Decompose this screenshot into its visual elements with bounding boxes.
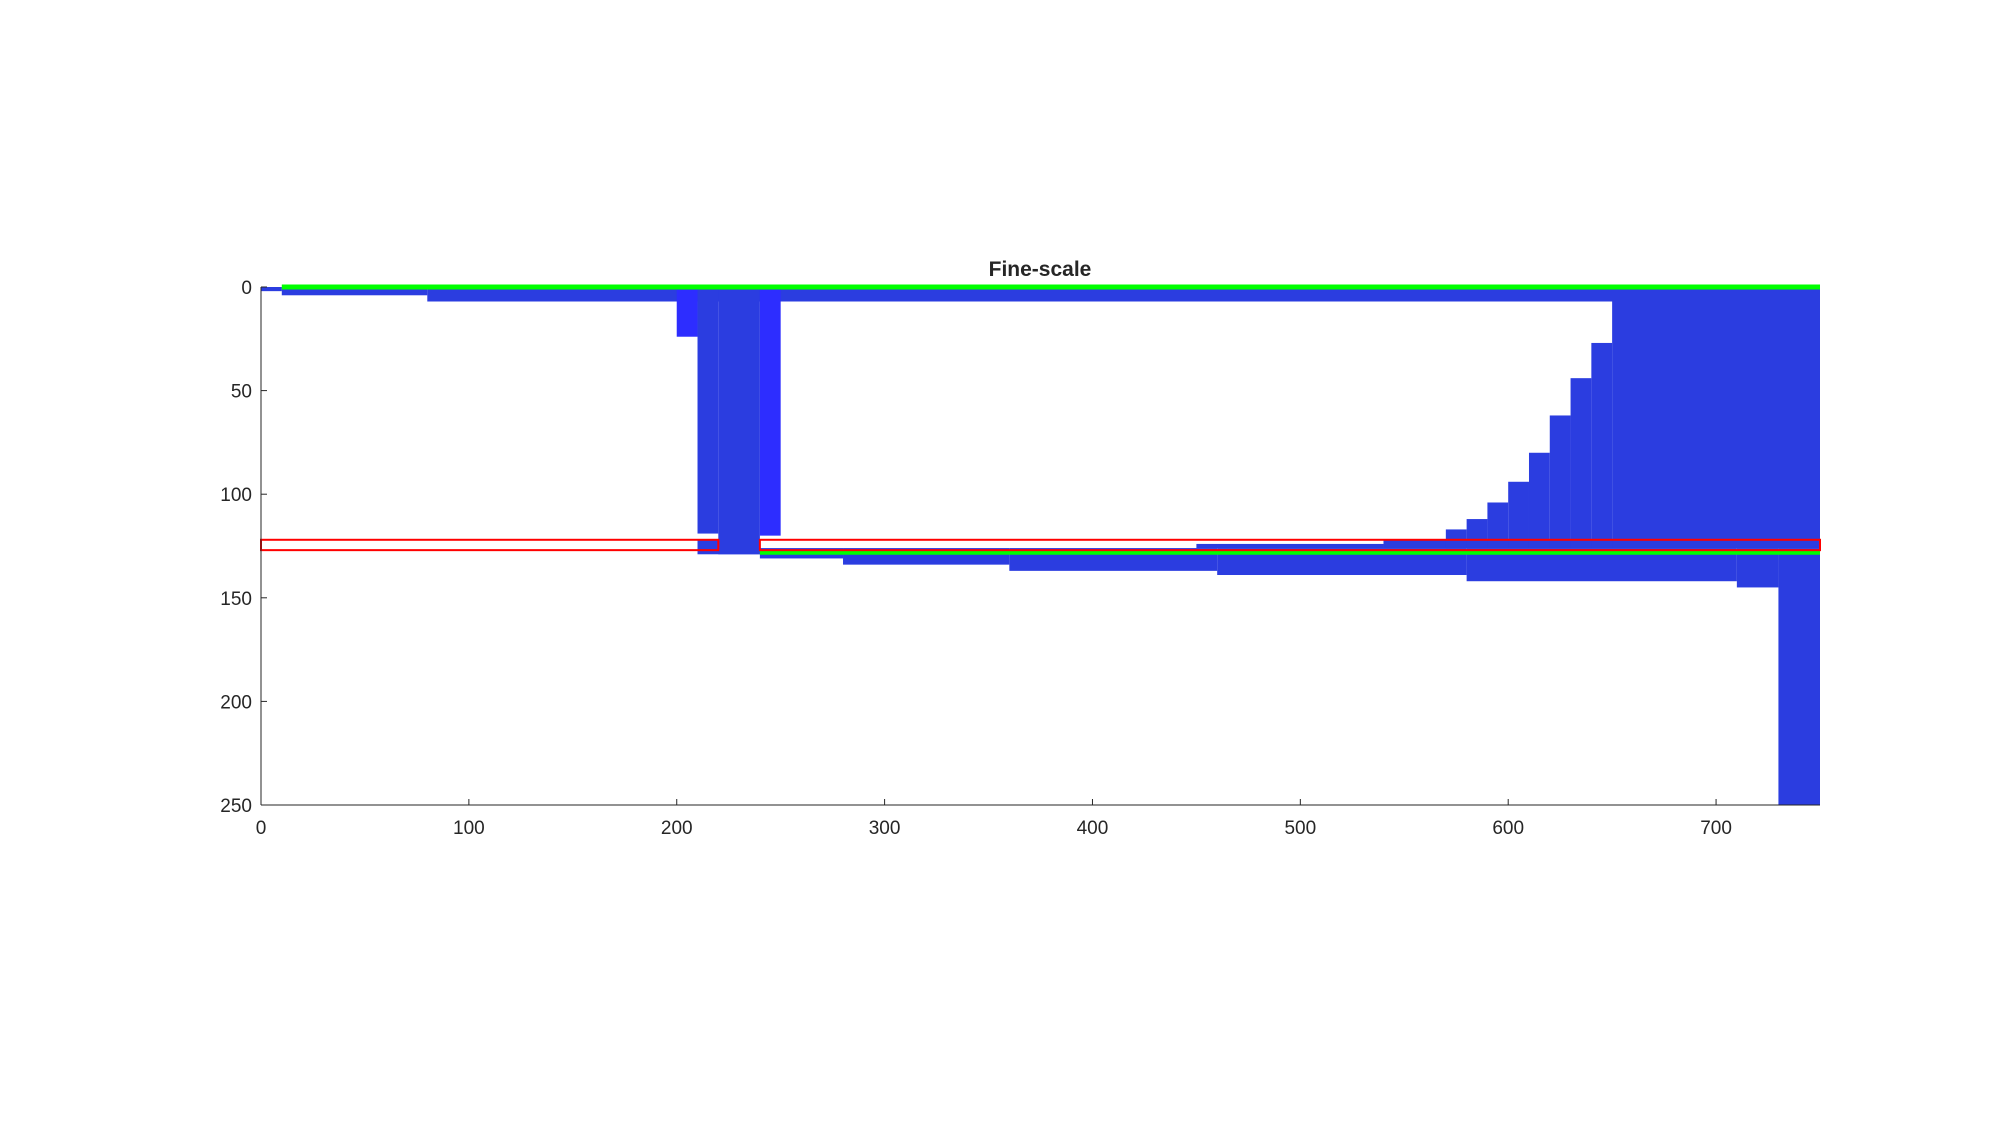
x-tick-label: 300 bbox=[869, 818, 901, 839]
fill-region bbox=[1508, 481, 1529, 549]
x-tick-label: 0 bbox=[256, 818, 267, 839]
y-tick-label: 0 bbox=[241, 278, 252, 299]
y-tick-label: 150 bbox=[220, 589, 252, 610]
fill-region bbox=[1612, 301, 1820, 549]
y-tick-label: 200 bbox=[220, 692, 252, 713]
red-box bbox=[758, 538, 1821, 552]
fill-region bbox=[1549, 415, 1571, 549]
fill-region bbox=[1528, 452, 1550, 549]
red-box bbox=[260, 538, 720, 552]
fill-region bbox=[1778, 548, 1820, 805]
fill-region bbox=[697, 287, 719, 534]
fill-region bbox=[1445, 529, 1467, 549]
x-tick-label: 500 bbox=[1284, 818, 1316, 839]
fill-region bbox=[1487, 502, 1509, 549]
x-axis-ticks: 0 100 200 300 400 500 600 700 bbox=[256, 799, 1732, 839]
y-tick-label: 50 bbox=[231, 382, 252, 403]
fill-region bbox=[1466, 519, 1488, 549]
y-tick-label: 250 bbox=[220, 796, 252, 817]
x-tick-label: 200 bbox=[661, 818, 693, 839]
regions-layer bbox=[261, 287, 1820, 805]
plot-area bbox=[260, 284, 1821, 805]
fill-region bbox=[676, 287, 698, 337]
x-tick-label: 700 bbox=[1700, 818, 1732, 839]
fill-region bbox=[1570, 378, 1592, 549]
fill-region bbox=[718, 287, 760, 555]
fill-region bbox=[1196, 543, 1384, 549]
fill-region bbox=[261, 287, 282, 292]
axes bbox=[260, 287, 1820, 806]
x-tick-label: 100 bbox=[453, 818, 485, 839]
chart-title: Fine-scale bbox=[989, 258, 1092, 281]
fill-region bbox=[281, 287, 428, 296]
y-axis-ticks: 0 50 100 150 200 250 bbox=[220, 278, 267, 817]
y-tick-label: 100 bbox=[220, 485, 252, 506]
fill-region bbox=[1591, 342, 1613, 549]
x-tick-label: 400 bbox=[1077, 818, 1109, 839]
green-lines-layer bbox=[281, 284, 1820, 555]
fill-region bbox=[759, 287, 781, 536]
x-tick-label: 600 bbox=[1492, 818, 1524, 839]
